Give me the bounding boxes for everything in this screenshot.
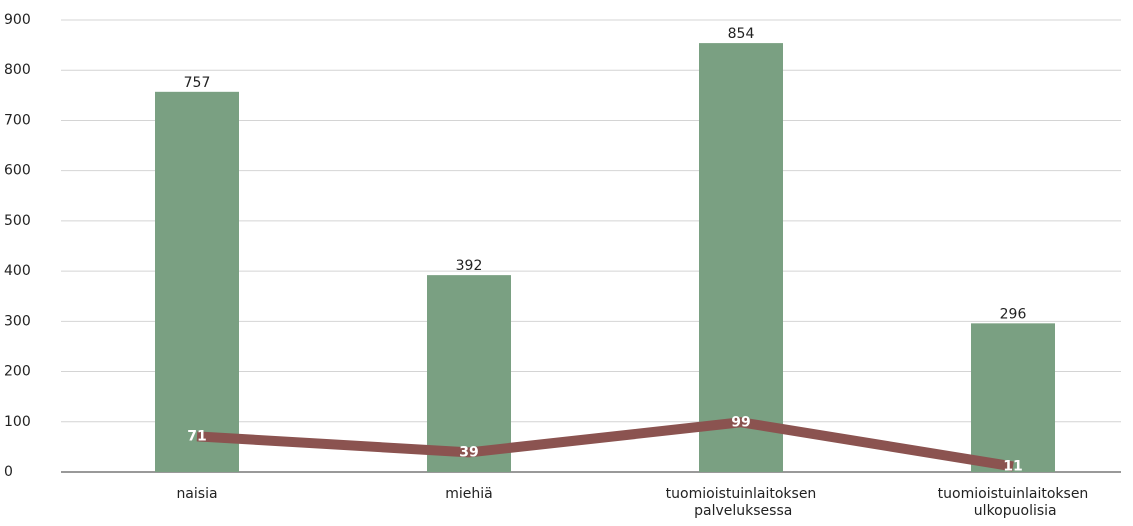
x-tick-label: miehiä [445,486,492,502]
y-tick-label: 500 [4,213,31,229]
bar [427,275,511,472]
bar [971,323,1055,472]
bar-value-label: 296 [1000,306,1027,322]
y-tick-label: 900 [4,12,31,28]
y-tick-label: 600 [4,163,31,179]
x-tick-label: naisia [176,486,217,502]
bar [699,43,783,472]
y-tick-label: 200 [4,364,31,380]
y-tick-label: 0 [4,464,13,480]
line-value-label: 39 [459,444,478,460]
y-tick-label: 100 [4,414,31,430]
bar-value-label: 757 [184,75,211,91]
y-tick-label: 800 [4,62,31,78]
y-tick-label: 300 [4,313,31,329]
y-tick-label: 400 [4,263,31,279]
bar-value-label: 854 [728,26,755,42]
y-tick-label: 700 [4,112,31,128]
x-tick-label: tuomioistuinlaitoksen ulkopuolisia [938,486,1089,519]
x-tick-label: tuomioistuinlaitoksen palveluksessa [666,486,817,519]
bar [155,91,239,472]
line [196,417,1014,472]
line-value-label: 99 [731,414,750,430]
line-value-label: 71 [187,428,206,444]
line-value-label: 11 [1003,458,1022,474]
bar-value-label: 392 [456,258,483,274]
